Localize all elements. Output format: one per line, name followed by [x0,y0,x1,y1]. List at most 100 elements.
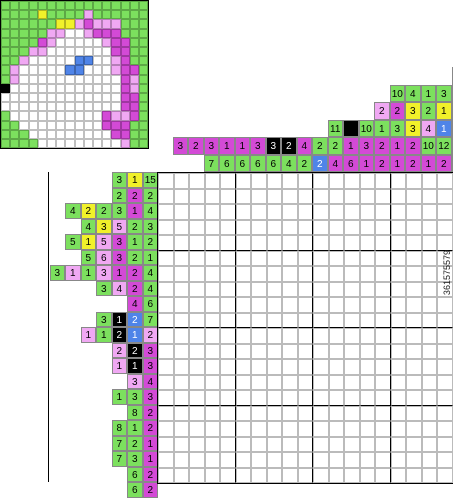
grid-cell[interactable] [220,204,236,220]
grid-cell[interactable] [158,390,174,406]
grid-cell[interactable] [406,266,422,282]
grid-cell[interactable] [266,374,282,390]
grid-cell[interactable] [251,235,267,251]
grid-cell[interactable] [251,421,267,437]
grid-cell[interactable] [235,188,251,204]
grid-cell[interactable] [375,281,391,297]
grid-cell[interactable] [251,343,267,359]
grid-cell[interactable] [437,204,453,220]
grid-cell[interactable] [390,467,406,483]
grid-cell[interactable] [204,452,220,468]
grid-cell[interactable] [313,250,329,266]
grid-cell[interactable] [235,173,251,189]
grid-cell[interactable] [220,436,236,452]
grid-cell[interactable] [437,436,453,452]
grid-cell[interactable] [359,281,375,297]
grid-cell[interactable] [251,266,267,282]
grid-cell[interactable] [359,390,375,406]
grid-cell[interactable] [406,297,422,313]
grid-cell[interactable] [313,188,329,204]
grid-cell[interactable] [158,204,174,220]
grid-cell[interactable] [390,343,406,359]
grid-cell[interactable] [344,359,360,375]
grid-cell[interactable] [251,219,267,235]
grid-cell[interactable] [297,173,313,189]
grid-cell[interactable] [375,421,391,437]
grid-cell[interactable] [437,328,453,344]
grid-cell[interactable] [189,374,205,390]
grid-cell[interactable] [406,173,422,189]
grid-cell[interactable] [235,235,251,251]
grid-cell[interactable] [235,312,251,328]
grid-cell[interactable] [297,452,313,468]
grid-cell[interactable] [421,266,437,282]
grid-cell[interactable] [189,359,205,375]
grid-cell[interactable] [204,250,220,266]
grid-cell[interactable] [220,266,236,282]
grid-cell[interactable] [235,421,251,437]
grid-cell[interactable] [204,188,220,204]
grid-cell[interactable] [189,219,205,235]
grid-cell[interactable] [235,219,251,235]
grid-cell[interactable] [313,235,329,251]
grid-cell[interactable] [359,312,375,328]
grid-cell[interactable] [437,359,453,375]
grid-cell[interactable] [437,219,453,235]
grid-cell[interactable] [204,266,220,282]
grid-cell[interactable] [421,173,437,189]
grid-cell[interactable] [235,297,251,313]
grid-cell[interactable] [204,343,220,359]
grid-cell[interactable] [375,436,391,452]
grid-cell[interactable] [313,390,329,406]
grid-cell[interactable] [328,281,344,297]
grid-cell[interactable] [421,281,437,297]
grid-cell[interactable] [173,374,189,390]
grid-cell[interactable] [344,452,360,468]
grid-cell[interactable] [235,328,251,344]
grid-cell[interactable] [282,436,298,452]
grid-cell[interactable] [344,390,360,406]
grid-cell[interactable] [437,235,453,251]
grid-cell[interactable] [390,219,406,235]
grid-cell[interactable] [220,297,236,313]
grid-cell[interactable] [297,297,313,313]
grid-cell[interactable] [189,436,205,452]
grid-cell[interactable] [220,173,236,189]
grid-cell[interactable] [390,173,406,189]
grid-cell[interactable] [313,436,329,452]
grid-cell[interactable] [204,436,220,452]
grid-cell[interactable] [313,266,329,282]
grid-cell[interactable] [173,390,189,406]
grid-cell[interactable] [375,250,391,266]
grid-cell[interactable] [266,266,282,282]
grid-cell[interactable] [344,219,360,235]
grid-cell[interactable] [235,467,251,483]
grid-cell[interactable] [235,390,251,406]
grid-cell[interactable] [173,452,189,468]
grid-cell[interactable] [251,297,267,313]
grid-cell[interactable] [359,173,375,189]
grid-cell[interactable] [158,343,174,359]
grid-cell[interactable] [282,188,298,204]
grid-cell[interactable] [406,452,422,468]
grid-cell[interactable] [375,173,391,189]
grid-cell[interactable] [251,281,267,297]
grid-cell[interactable] [204,405,220,421]
grid-cell[interactable] [173,281,189,297]
grid-cell[interactable] [359,374,375,390]
grid-cell[interactable] [220,328,236,344]
grid-cell[interactable] [282,421,298,437]
grid-cell[interactable] [297,421,313,437]
grid-cell[interactable] [390,328,406,344]
grid-cell[interactable] [158,436,174,452]
grid-cell[interactable] [437,343,453,359]
grid-cell[interactable] [390,266,406,282]
grid-cell[interactable] [406,467,422,483]
grid-cell[interactable] [390,188,406,204]
grid-cell[interactable] [220,421,236,437]
grid-cell[interactable] [344,297,360,313]
grid-cell[interactable] [421,436,437,452]
grid-cell[interactable] [421,421,437,437]
grid-cell[interactable] [173,312,189,328]
grid-cell[interactable] [406,250,422,266]
